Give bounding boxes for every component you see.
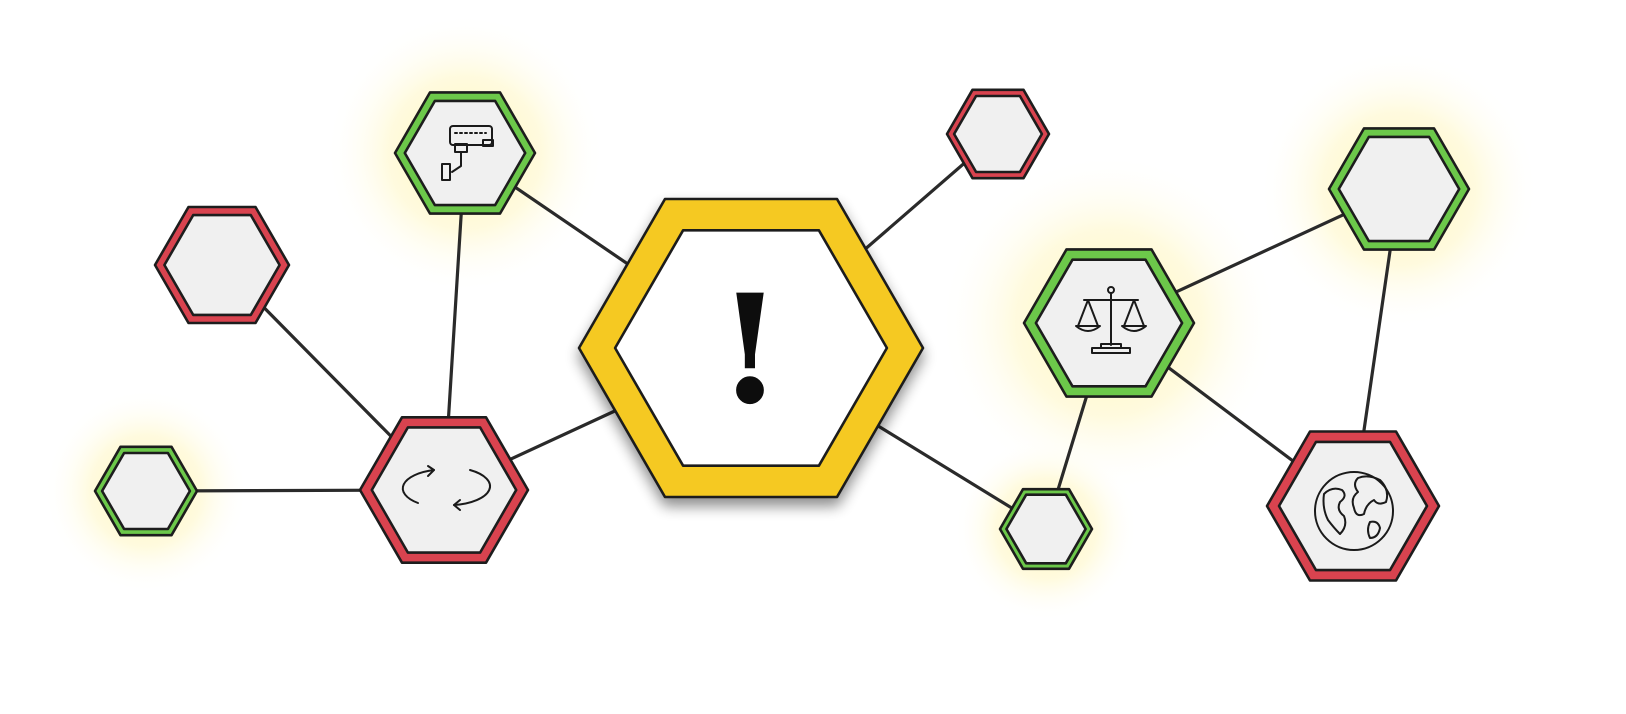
- node-face: [370, 426, 518, 554]
- node-scales[interactable]: [1022, 248, 1196, 398]
- refresh-cycle-icon: [401, 465, 491, 511]
- node-face: [100, 451, 192, 531]
- node-bottom-mid-small[interactable]: [998, 487, 1094, 571]
- exclamation-icon: !: [717, 262, 783, 438]
- node-far-right-top[interactable]: [1327, 127, 1471, 251]
- node-face: [952, 94, 1044, 174]
- node-face: [1005, 493, 1087, 565]
- scales-of-justice-icon: [1075, 286, 1147, 354]
- node-face: [1034, 258, 1184, 388]
- security-camera-icon: [441, 125, 494, 181]
- node-face: [163, 213, 281, 317]
- globe-icon: [1314, 471, 1394, 551]
- center-inner-face: [613, 229, 889, 468]
- node-far-left[interactable]: [93, 445, 199, 537]
- node-left-top[interactable]: [153, 205, 291, 325]
- node-face: [1337, 135, 1461, 243]
- node-refresh[interactable]: [358, 415, 530, 565]
- node-top-right-small[interactable]: [945, 88, 1051, 180]
- center-alert-node[interactable]: !: [577, 197, 925, 499]
